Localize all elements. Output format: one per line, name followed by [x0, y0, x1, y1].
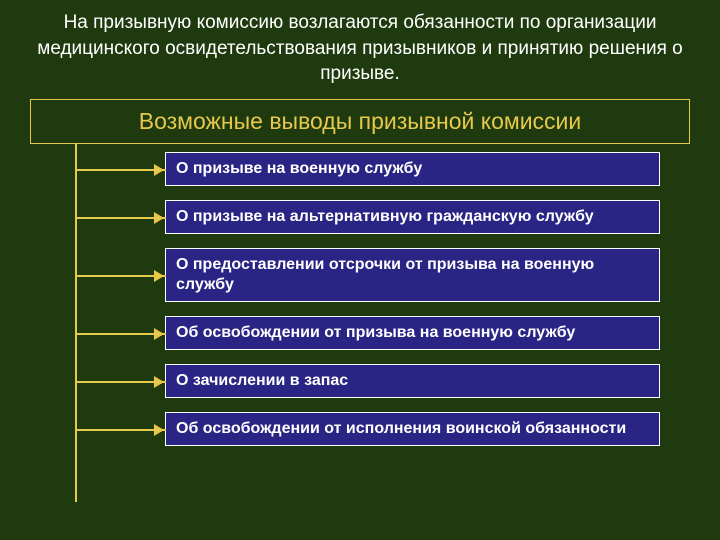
- arrow-icon: [154, 212, 164, 224]
- tree-item: О призыве на военную службу: [165, 152, 660, 186]
- arrow-icon: [154, 164, 164, 176]
- tree-branch-line: [76, 333, 166, 335]
- tree-branch-line: [76, 275, 166, 277]
- tree-item: О призыве на альтернативную гражданскую …: [165, 200, 660, 234]
- title-box: Возможные выводы призывной комиссии: [30, 99, 690, 144]
- tree-branch-line: [76, 429, 166, 431]
- arrow-icon: [154, 270, 164, 282]
- tree-vertical-line: [75, 144, 77, 502]
- tree-branch-line: [76, 381, 166, 383]
- tree: О призыве на военную службу О призыве на …: [75, 152, 720, 446]
- slide: На призывную комиссию возлагаются обязан…: [0, 0, 720, 540]
- tree-item: О зачислении в запас: [165, 364, 660, 398]
- tree-branch-line: [76, 169, 166, 171]
- arrow-icon: [154, 376, 164, 388]
- tree-item: Об освобождении от призыва на военную сл…: [165, 316, 660, 350]
- arrow-icon: [154, 328, 164, 340]
- header-text: На призывную комиссию возлагаются обязан…: [0, 0, 720, 99]
- tree-item: Об освобождении от исполнения воинской о…: [165, 412, 660, 446]
- arrow-icon: [154, 424, 164, 436]
- tree-branch-line: [76, 217, 166, 219]
- tree-item: О предоставлении отсрочки от призыва на …: [165, 248, 660, 302]
